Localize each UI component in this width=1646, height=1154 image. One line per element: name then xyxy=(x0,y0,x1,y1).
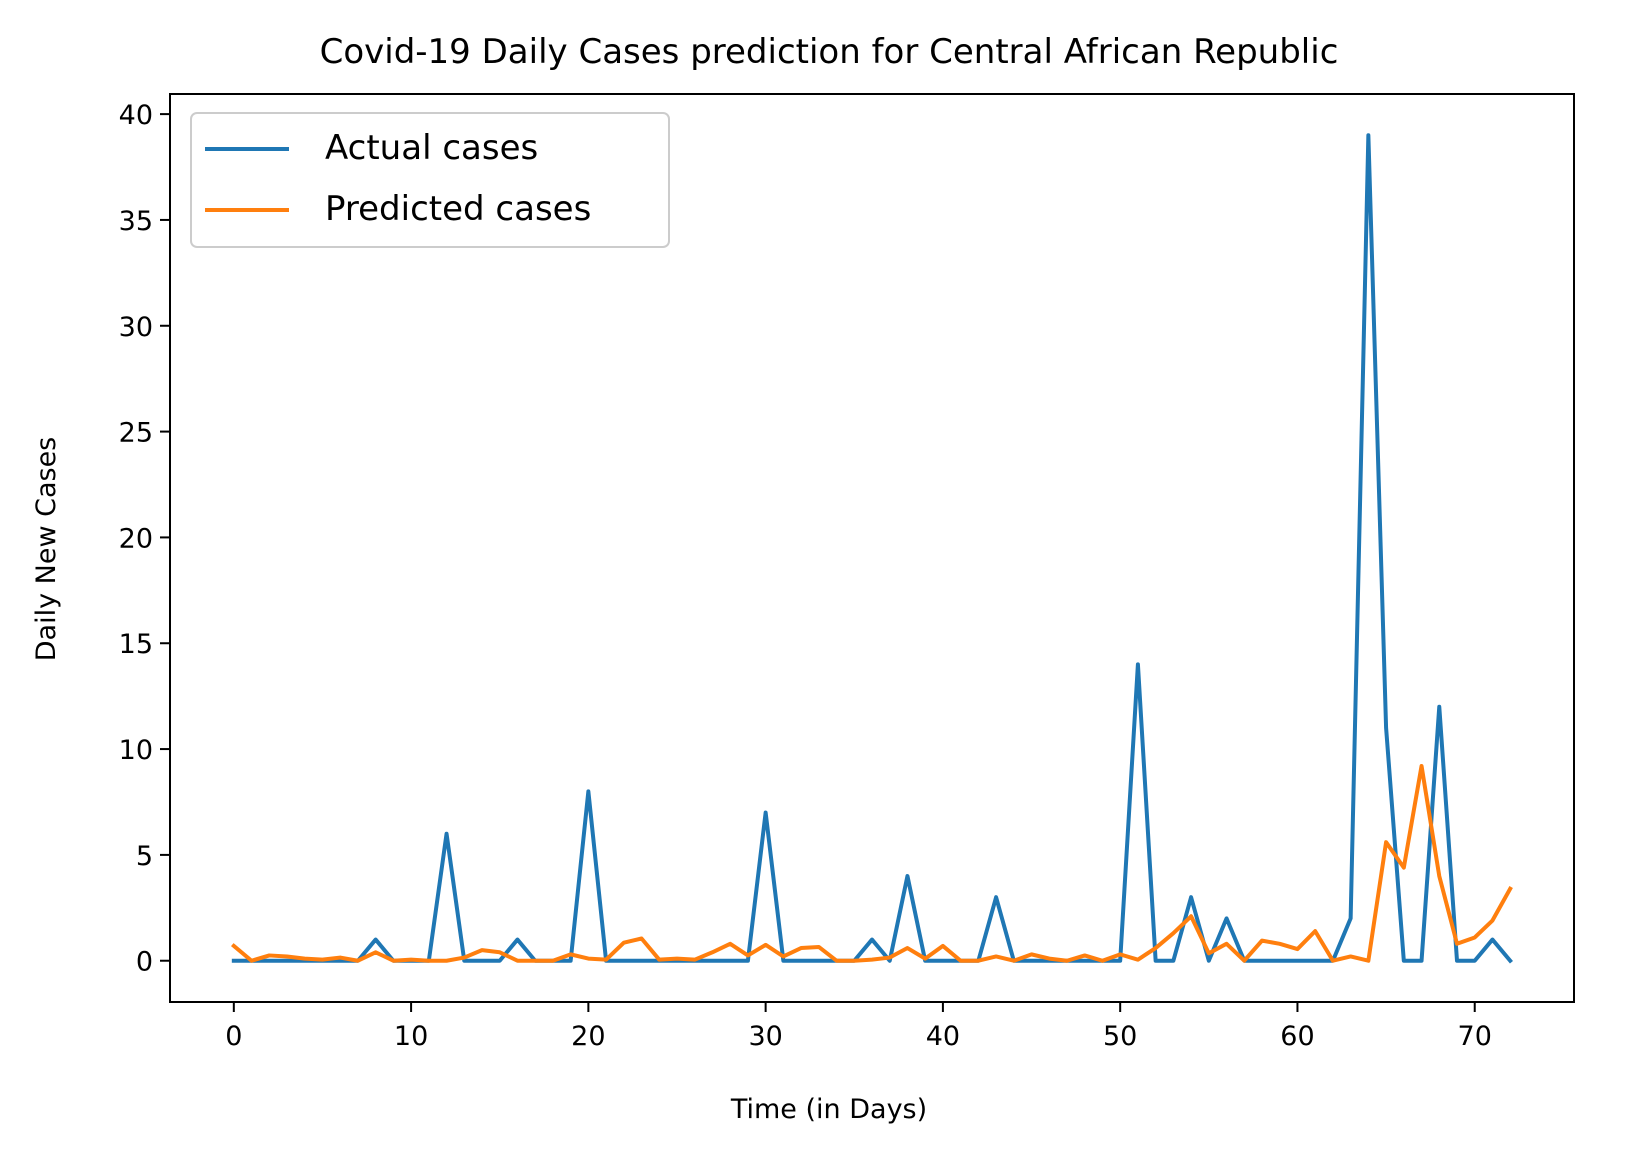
x-tick-label: 70 xyxy=(1458,1021,1492,1052)
legend-box xyxy=(190,112,670,248)
series-group xyxy=(231,133,1513,964)
x-tick-label: 50 xyxy=(1103,1021,1137,1052)
y-tick-label: 10 xyxy=(119,735,153,766)
legend: Actual cases Predicted cases xyxy=(190,112,670,248)
x-tick-label: 60 xyxy=(1280,1021,1314,1052)
x-tick-label: 20 xyxy=(571,1021,605,1052)
y-tick-label: 35 xyxy=(119,206,153,237)
plot-area: 0 10 20 30 40 50 60 70 0 5 10 15 20 25 30 35 40 xyxy=(119,93,1575,1052)
x-axis-label: Time (in Days) xyxy=(730,1094,927,1125)
y-tick-label: 5 xyxy=(136,841,153,872)
y-tick-label: 40 xyxy=(119,100,153,131)
y-axis-label: Daily New Cases xyxy=(31,437,62,662)
x-tick-label: 10 xyxy=(394,1021,428,1052)
x-tick-label: 30 xyxy=(748,1021,782,1052)
x-tick-label: 40 xyxy=(926,1021,960,1052)
axes-frame xyxy=(169,93,1575,1003)
y-tick-label: 0 xyxy=(136,947,153,978)
chart-title: Covid-19 Daily Cases prediction for Cent… xyxy=(320,32,1339,72)
y-tick-label: 25 xyxy=(119,418,153,449)
legend-label-predicted-cases: Predicted cases xyxy=(325,189,591,229)
y-tick-label: 30 xyxy=(119,312,153,343)
x-tick-label: 0 xyxy=(225,1021,242,1052)
y-tick-label: 15 xyxy=(119,629,153,660)
series-line-actual-cases xyxy=(231,133,1513,964)
legend-label-actual-cases: Actual cases xyxy=(325,128,538,168)
series-line-predicted-cases xyxy=(231,764,1513,963)
y-tick-label: 20 xyxy=(119,523,153,554)
